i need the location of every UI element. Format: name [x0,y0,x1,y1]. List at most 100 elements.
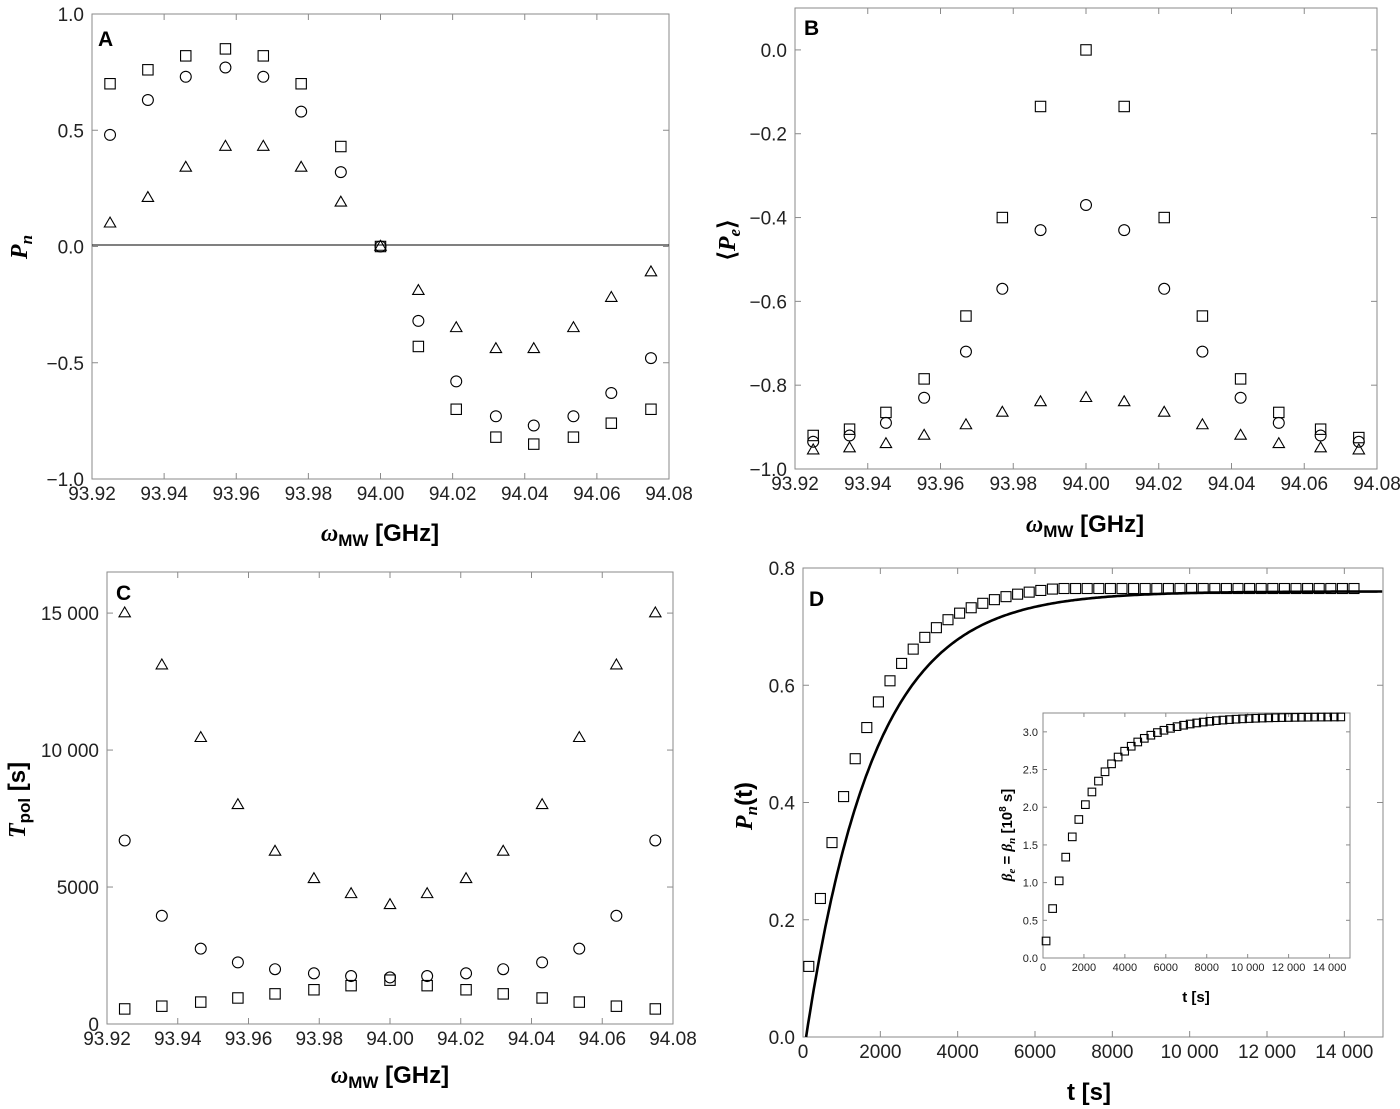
x-tick-label: 10 000 [1231,962,1265,974]
data-point-triangle [103,216,117,228]
data-point-triangle [231,797,245,810]
data-point-square [460,984,472,996]
data-point-square [1093,582,1105,595]
data-point-square [142,64,154,76]
data-point-triangle [294,160,308,172]
data-point-square [1290,713,1300,722]
x-tick-label: 6000 [1154,962,1178,974]
data-point-square [1080,44,1092,56]
data-point-triangle [489,341,503,354]
data-point-circle [179,70,192,83]
data-point-square [918,373,930,385]
data-point-square [180,50,192,62]
data-point-square [1081,800,1090,810]
data-point-square [1151,582,1163,595]
data-point-triangle [1233,428,1248,440]
inset-x-axis-label: t [s] [1182,989,1210,1006]
data-point-circle [959,345,972,358]
data-point-circle [345,970,358,983]
panel-a-ticks: 93.92 93.94 93.96 93.98 94.00 94.02 94.04 94.06… [46,5,692,505]
data-point-square [988,594,1000,606]
panel-a: 93.92 93.94 93.96 93.98 94.00 94.02 94.04 94.06… [7,5,693,550]
data-point-square [930,622,942,634]
data-point-square [907,643,919,655]
data-point-triangle [879,436,893,449]
data-point-square [1023,586,1035,598]
inset-y-beta-e: β [1000,873,1016,882]
data-point-square [1313,582,1325,595]
data-point-square [1197,582,1209,595]
data-point-square [1336,712,1346,722]
data-point-triangle [1313,440,1328,453]
data-point-triangle [1352,442,1366,455]
data-point-square [1067,832,1077,842]
x-label-omega: ω [321,521,338,547]
data-point-square [1302,582,1314,595]
inset-y-equals: = [999,852,1016,869]
data-point-square [849,753,861,765]
data-point-square [605,417,618,429]
data-point-triangle [1033,394,1048,407]
y-label-p: P [7,244,33,260]
data-point-square [1185,719,1195,729]
y-label-tail: (t) [731,782,758,806]
y-tick-label: 0.4 [769,794,796,815]
x-tick-label: 93.92 [771,474,819,495]
x-label-subscript: MW [1043,522,1074,541]
x-tick-label: 10 000 [1161,1042,1219,1063]
data-point-square [118,1003,131,1015]
data-point-square [104,78,116,90]
data-point-square [1058,582,1070,595]
data-point-square [1000,591,1012,603]
data-point-square [1070,582,1082,595]
data-point-square [1220,582,1232,595]
x-tick-label: 94.08 [649,1029,697,1050]
data-point-square [807,429,819,442]
x-tick-label: 12 000 [1238,1042,1296,1063]
data-point-square [1081,582,1093,595]
data-point-square [421,979,433,992]
x-label-unit: [GHz] [378,1062,449,1089]
data-point-triangle [268,844,282,856]
data-point-square [1244,714,1254,723]
data-point-circle [118,834,131,847]
data-point-square [1284,713,1293,722]
data-point-square [528,438,540,450]
data-point-square [919,631,931,643]
data-point-triangle [527,341,541,354]
inset-y-sub-n: n [1006,838,1018,844]
y-label-subscript: n [742,806,761,815]
panel-d-letter: D [809,588,824,611]
data-point-triangle [373,239,388,251]
data-point-circle [412,314,425,327]
data-point-square [1116,582,1128,595]
data-point-square [1290,582,1302,595]
y-tick-label: −0.8 [749,376,787,397]
panel-a-letter: A [98,28,113,51]
panel-b-y-axis-label: ⟨Pe⟩ [714,220,744,261]
data-point-square [1310,712,1319,722]
data-point-circle [421,970,434,983]
panel-d-x-axis-label: t [s] [1067,1079,1111,1106]
data-point-square [490,431,502,443]
x-tick-label: 8000 [1091,1042,1133,1063]
data-point-square [838,791,850,803]
data-point-square [996,211,1009,224]
data-point-square [1118,100,1130,113]
data-point-circle [219,61,232,74]
data-point-triangle [420,886,434,899]
x-tick-label: 94.02 [429,484,477,505]
data-point-triangle [141,190,155,202]
data-point-circle [1079,198,1093,211]
data-point-square [1094,776,1103,786]
data-point-square [1232,582,1244,595]
data-point-square [1174,582,1186,595]
y-tick-label: 5000 [57,878,99,899]
inset-ticks: 0 2000 4000 6000 8000 10 000 12 000 14 000 0.0 0.… [1023,713,1350,974]
data-point-square [1107,759,1116,769]
data-point-square [1046,583,1058,595]
data-point-square [1264,713,1274,723]
data-point-circle [1034,224,1047,237]
panel-b: 93.92 93.94 93.96 93.98 94.00 94.02 94.04 94.06… [714,7,1400,541]
data-point-square [1120,746,1130,756]
